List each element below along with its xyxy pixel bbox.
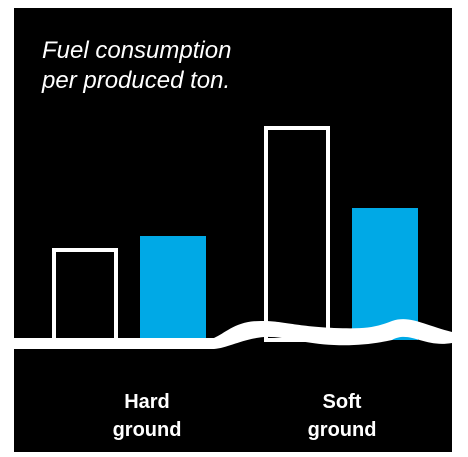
ground-line: [14, 319, 452, 349]
bar-chart: [14, 8, 452, 452]
chart-panel: Fuel consumption per produced ton. Hard …: [14, 8, 452, 452]
category-label-hard-ground: Hard ground: [77, 388, 217, 444]
bar-hard-outline: [54, 250, 116, 340]
bar-hard-filled: [140, 236, 206, 340]
bar-soft-outline: [266, 128, 328, 340]
category-label-soft-ground: Soft ground: [272, 388, 412, 444]
